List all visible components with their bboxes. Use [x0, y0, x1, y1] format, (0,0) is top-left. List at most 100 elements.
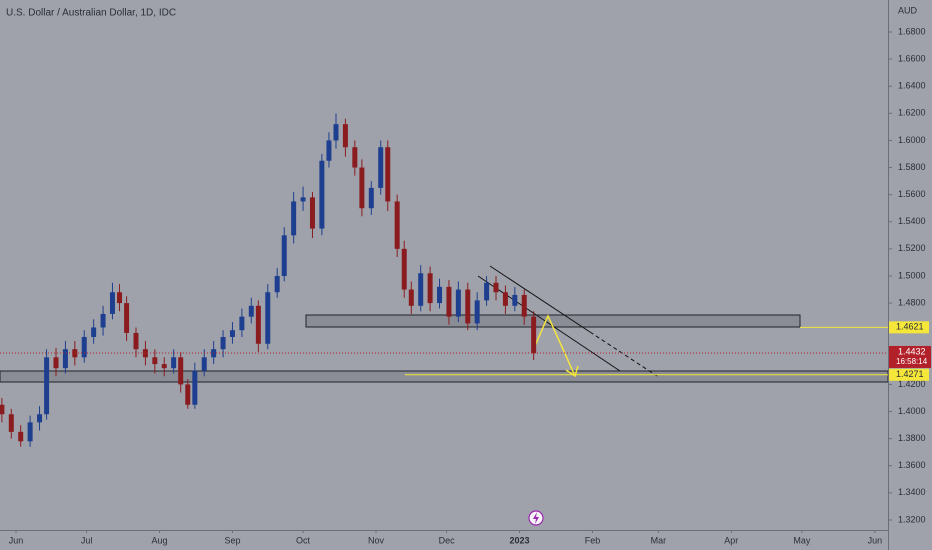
candle-body [44, 357, 50, 415]
x-tick-label: Jun [868, 535, 883, 545]
candle-body [385, 147, 391, 202]
y-tick-label: 1.6800 [898, 26, 926, 36]
candle-body [133, 332, 139, 350]
candle-body [8, 414, 14, 432]
y-tick-label: 1.5000 [898, 270, 926, 280]
candle-body [239, 316, 245, 331]
candle-body [37, 414, 43, 423]
candle-body [192, 370, 198, 405]
x-tick-label: Jul [81, 535, 93, 545]
y-tick-label: 1.5400 [898, 216, 926, 226]
candle-body [255, 305, 261, 344]
demand-zone [0, 370, 889, 383]
candle-body [502, 292, 508, 306]
channel-lower [477, 275, 621, 372]
candle-body [394, 201, 400, 249]
candle-body [142, 349, 148, 358]
candle-body [72, 349, 78, 358]
candle-body [0, 404, 5, 415]
path-arrow [534, 314, 576, 377]
candle-body [161, 364, 167, 369]
x-tick-label: May [793, 535, 811, 545]
candle-body [418, 273, 424, 306]
y-tick-label: 1.4000 [898, 406, 926, 416]
candle-body [178, 357, 184, 385]
candle-body [53, 357, 59, 369]
x-tick-label: Nov [368, 535, 385, 545]
candle-body [185, 384, 191, 405]
candle-body [274, 275, 280, 293]
candle-body [437, 286, 443, 304]
candle-body [201, 357, 207, 371]
candle-body [446, 286, 452, 317]
arrow-head [565, 365, 579, 378]
last-price-label: 1.4432 [898, 346, 926, 356]
x-tick-label: 2023 [510, 535, 530, 545]
candle-body [326, 140, 332, 161]
currency-label: AUD [898, 5, 918, 15]
events-bolt [533, 512, 539, 524]
candle-body [352, 147, 358, 168]
candle-body [465, 289, 471, 324]
y-tick-label: 1.6600 [898, 53, 926, 63]
y-tick-label: 1.3400 [898, 487, 926, 497]
x-tick-label: Aug [152, 535, 168, 545]
candle-body [171, 357, 177, 369]
x-tick-label: Oct [296, 535, 311, 545]
candle-body [401, 248, 407, 290]
candle-body [342, 124, 348, 148]
candle-body [484, 282, 490, 301]
x-tick-label: Dec [439, 535, 456, 545]
y-tick-label: 1.6000 [898, 135, 926, 145]
chart-title: U.S. Dollar / Australian Dollar, 1D, IDC [6, 8, 176, 19]
y-tick-label: 1.5200 [898, 243, 926, 253]
icon[interactable] [528, 510, 544, 526]
candle-body [455, 289, 461, 317]
candle-body [531, 316, 537, 354]
countdown: 16:58:14 [896, 357, 928, 366]
candle-body [62, 349, 68, 369]
candle-body [220, 336, 226, 350]
candle-body [493, 282, 499, 293]
level-label: 1.4271 [896, 369, 924, 379]
level-badge [889, 368, 929, 381]
y-tick-label: 1.5800 [898, 162, 926, 172]
y-tick-label: 1.6400 [898, 81, 926, 91]
candle-body [359, 167, 365, 209]
candle-body [81, 336, 87, 358]
candle-body [18, 431, 24, 442]
candle-body [229, 330, 235, 337]
drawings [0, 314, 889, 383]
candle-body [300, 197, 306, 202]
y-tick-label: 1.6200 [898, 108, 926, 118]
candle-body [368, 187, 374, 209]
candle-body [512, 294, 518, 306]
channel [477, 265, 658, 378]
candle-body [109, 292, 115, 314]
x-tick-label: Feb [585, 535, 601, 545]
level-label: 1.4621 [896, 322, 924, 332]
y-tick-label: 1.3800 [898, 433, 926, 443]
candle-body [265, 292, 271, 344]
candle-body [124, 303, 130, 333]
candle-body [319, 160, 325, 229]
candle-body [152, 357, 158, 365]
x-tick-label: Apr [724, 535, 738, 545]
x-tick-label: Jun [9, 535, 24, 545]
candle-body [291, 201, 297, 236]
x-tick-label: Mar [651, 535, 667, 545]
supply-zone [305, 314, 801, 328]
x-tick-label: Sep [224, 535, 240, 545]
candle-body [27, 422, 33, 442]
y-tick-label: 1.3200 [898, 514, 926, 524]
y-tick-label: 1.4800 [898, 297, 926, 307]
level-badge [889, 321, 929, 334]
candle-body [248, 305, 254, 317]
candle-body [408, 289, 414, 306]
candle-body [427, 273, 433, 304]
y-tick-label: 1.5600 [898, 189, 926, 199]
y-tick-label: 1.4200 [898, 379, 926, 389]
y-tick-label: 1.3600 [898, 460, 926, 470]
